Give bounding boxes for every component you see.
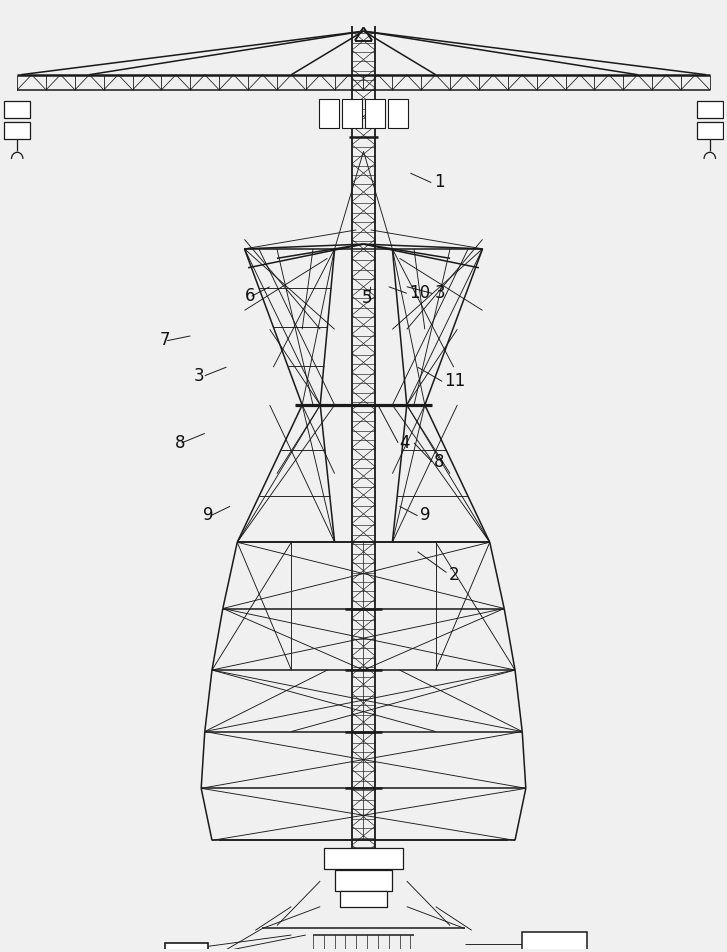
Text: 4: 4 xyxy=(400,433,410,451)
Text: 10: 10 xyxy=(409,284,430,302)
Bar xyxy=(165,942,209,952)
Text: 5: 5 xyxy=(362,288,372,307)
Bar xyxy=(522,932,587,952)
Text: 8: 8 xyxy=(174,433,185,451)
Bar xyxy=(340,891,387,906)
Text: 9: 9 xyxy=(204,506,214,525)
Text: 1: 1 xyxy=(434,173,445,191)
Text: 8: 8 xyxy=(434,452,445,470)
Text: 6: 6 xyxy=(244,287,255,305)
Text: 9: 9 xyxy=(419,506,430,525)
Bar xyxy=(318,99,339,128)
Bar xyxy=(342,99,362,128)
Text: 11: 11 xyxy=(444,372,465,390)
Bar xyxy=(388,99,409,128)
Bar xyxy=(696,122,723,139)
Text: 2: 2 xyxy=(449,566,459,585)
Bar xyxy=(365,99,385,128)
Bar xyxy=(4,101,31,118)
Text: 3: 3 xyxy=(194,367,204,386)
Bar xyxy=(696,101,723,118)
Bar xyxy=(324,848,403,869)
Text: 7: 7 xyxy=(160,331,171,349)
Bar xyxy=(334,870,393,890)
Bar xyxy=(4,122,31,139)
Text: 3: 3 xyxy=(434,284,445,302)
